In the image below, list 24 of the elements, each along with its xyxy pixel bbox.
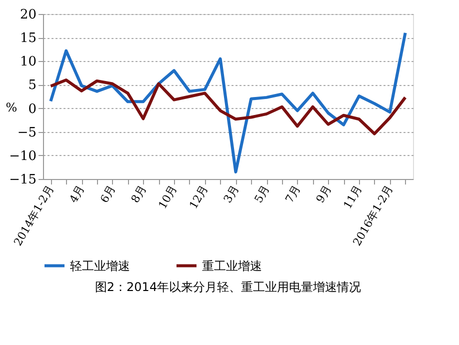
x-tick-label: 10月 [156, 183, 180, 212]
legend-label: 轻工业增速 [70, 258, 130, 273]
x-tick-label: 6月 [98, 183, 118, 206]
y-tick-label: 5 [28, 78, 36, 94]
x-tick-label: 3月 [221, 183, 242, 206]
line-series [49, 31, 407, 174]
x-tick-label: 12月 [186, 183, 211, 212]
x-tick-label: 5月 [252, 183, 272, 206]
y-tick-label: 10 [20, 54, 36, 70]
text: 图2：2014年以来分月轻、重工业用电量增速情况 [94, 280, 362, 294]
y-tick-label: 15 [20, 31, 36, 46]
y-tick-label: 0 [28, 102, 36, 117]
y-tick-label: −15 [9, 172, 36, 188]
x-tick-label: 4月 [66, 183, 88, 206]
y-tick-label: −10 [9, 148, 36, 164]
x-tick-label: 8月 [128, 183, 149, 206]
y-axis-title: % [6, 100, 18, 114]
line-series [49, 78, 407, 136]
x-tick-label: 9月 [314, 183, 334, 206]
y-tick-label: 20 [20, 8, 36, 22]
x-tick-label: 7月 [282, 183, 304, 206]
legend-label: 重工业增速 [202, 258, 262, 273]
y-tick-label: −5 [17, 125, 36, 140]
x-tick-label: 11月 [340, 183, 365, 212]
